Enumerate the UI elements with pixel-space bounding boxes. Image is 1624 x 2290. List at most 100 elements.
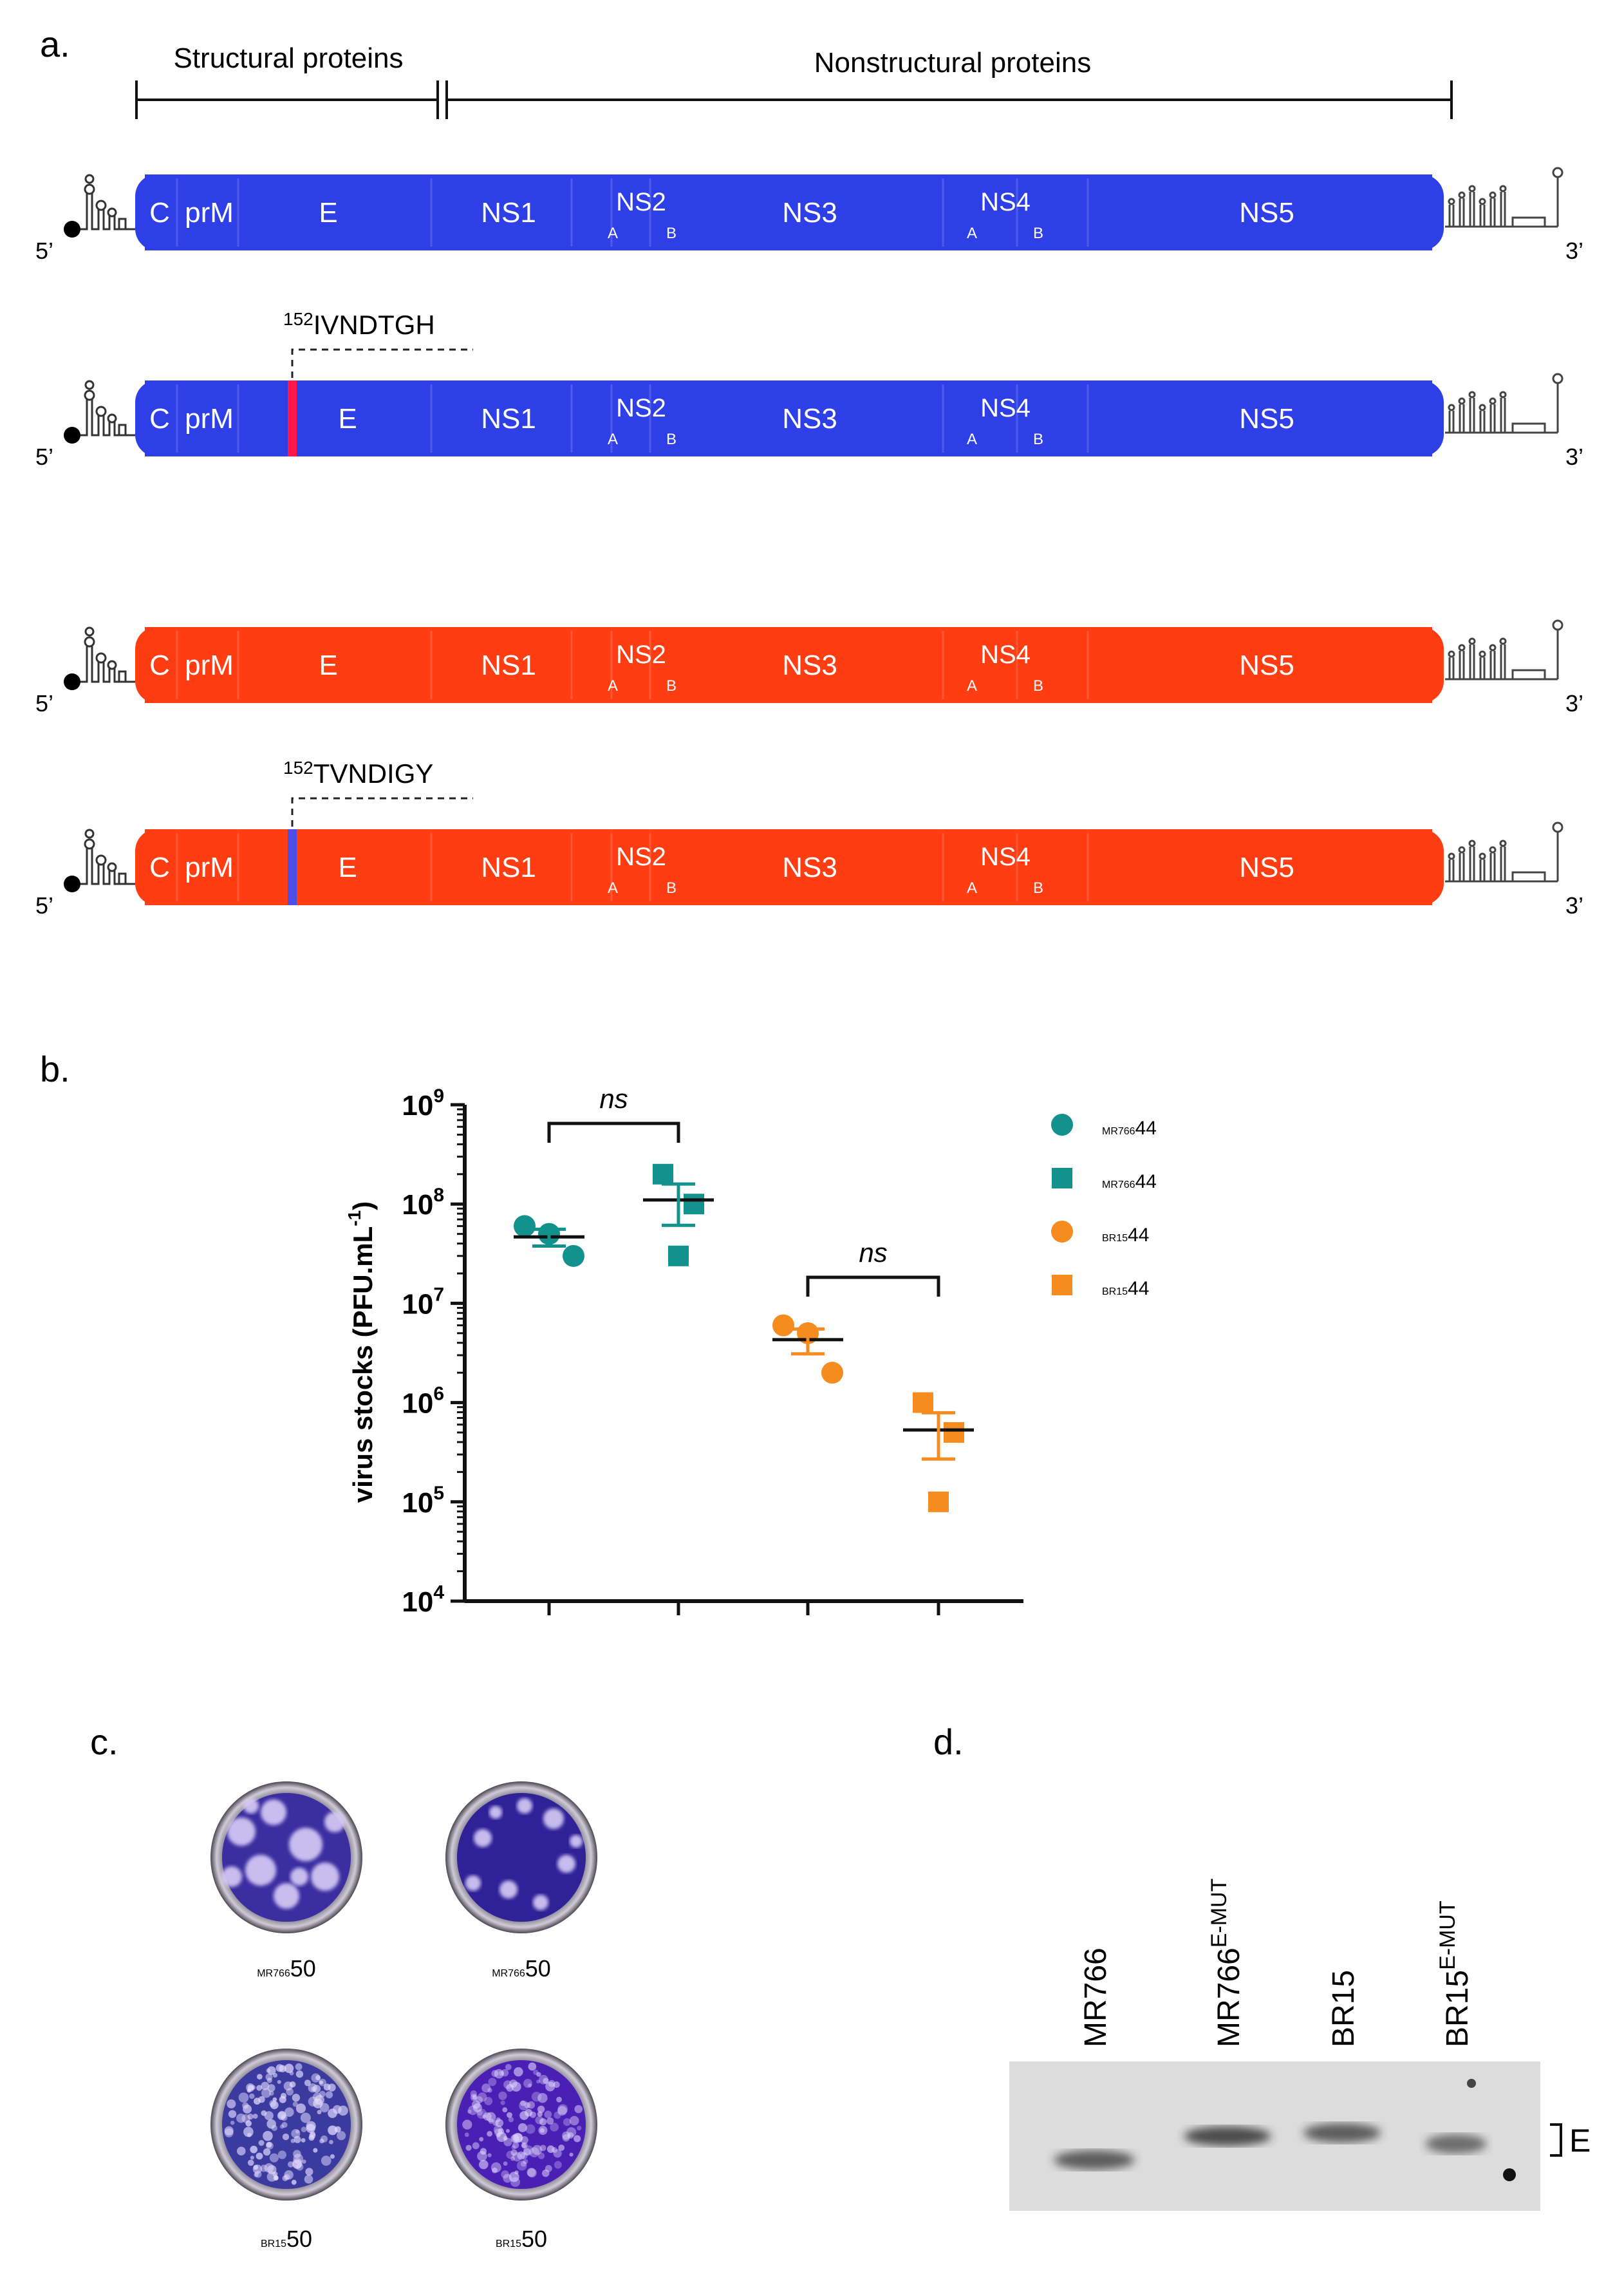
five-prime-cap-icon: [64, 221, 80, 238]
plaque-label: MR76650: [492, 1955, 551, 1982]
segment-label-ns2a: A: [608, 431, 618, 448]
segment-label-c: C: [149, 852, 170, 883]
panel-label-a: a.: [40, 24, 70, 64]
mutation-site-marker: [288, 380, 297, 456]
plaque: [569, 2116, 579, 2126]
plaque: [546, 2117, 554, 2125]
plaque: [576, 2125, 582, 2131]
plaque: [494, 2069, 504, 2079]
plaque: [247, 2132, 252, 2137]
data-point: [684, 1194, 704, 1215]
plaque: [500, 2100, 505, 2105]
plaque-dish-4: [445, 2049, 597, 2201]
plaque: [317, 2110, 322, 2115]
plaque: [527, 2168, 536, 2177]
plaque: [284, 2063, 294, 2074]
segment-label-c: C: [149, 403, 170, 435]
segment-label-ns2: NS2: [616, 188, 666, 216]
plaque: [279, 2065, 286, 2072]
segment-label-ns2a: A: [608, 225, 618, 242]
plaque: [272, 2097, 277, 2102]
plaque: [243, 2105, 252, 2114]
plaque: [256, 2152, 263, 2160]
segment-label-ns5: NS5: [1239, 197, 1294, 229]
plaque: [541, 2169, 550, 2177]
segment-label-ns4b: B: [1033, 225, 1043, 242]
plaque: [506, 2150, 515, 2159]
plaque-assay-panel: MR76650 MR76650 BR1550 BR1550: [210, 1781, 597, 2252]
plaque: [557, 2104, 568, 2115]
segment-label-ns3: NS3: [782, 403, 837, 435]
plaque: [521, 2142, 528, 2149]
plaque: [538, 2126, 548, 2135]
segment-label-prm: prM: [185, 650, 234, 681]
plaque: [292, 2158, 303, 2169]
segment-label-ns2b: B: [666, 225, 677, 242]
plaque: [495, 2119, 504, 2127]
plaque: [325, 2091, 333, 2099]
segment-label-ns4a: A: [967, 677, 977, 695]
plaque: [277, 2079, 281, 2084]
segment-label-ns4: NS4: [980, 843, 1031, 871]
three-prime-label: 3’: [1565, 892, 1583, 919]
three-prime-label: 3’: [1565, 690, 1583, 717]
plaque: [261, 2081, 270, 2090]
significance-bracket: [806, 1275, 940, 1297]
plaque: [545, 2081, 555, 2092]
blot-artifact-spot: [1503, 2168, 1516, 2181]
plaque: [224, 2126, 234, 2135]
plaque: [290, 2139, 295, 2143]
plaque: [263, 2130, 273, 2141]
plaque: [472, 2103, 482, 2112]
plaque: [261, 1799, 286, 1825]
plaque: [228, 2110, 237, 2118]
legend-label: BR1544: [1102, 1278, 1149, 1299]
plaque: [479, 2159, 489, 2170]
plaque: [550, 2123, 559, 2132]
segment-label-e: E: [319, 197, 337, 229]
plaque: [249, 2093, 255, 2099]
segment-label-ns3: NS3: [782, 650, 837, 681]
plaque: [525, 2124, 536, 2134]
plaque: [501, 2069, 509, 2077]
plaque: [557, 2106, 567, 2116]
plaque: [528, 2083, 532, 2088]
plaque: [289, 2070, 294, 2076]
plaque: [238, 2092, 249, 2103]
segment-label-ns1: NS1: [481, 403, 536, 435]
plaque: [499, 1881, 518, 1899]
plaque: [301, 2138, 306, 2143]
plaque-label: BR1550: [261, 2226, 312, 2252]
plaque: [535, 2116, 544, 2125]
plaque: [302, 2159, 306, 2164]
plaque: [292, 2101, 298, 2107]
significance-label: ns: [859, 1237, 887, 1268]
plaque: [520, 2161, 527, 2167]
plaque: [227, 2099, 236, 2108]
segment-label-prm: prM: [185, 197, 234, 229]
plaque: [527, 2168, 537, 2178]
plaque: [313, 2098, 323, 2108]
plaque: [268, 2090, 274, 2096]
plaque: [292, 2159, 302, 2169]
plaque: [277, 2111, 286, 2120]
plaque: [258, 2096, 265, 2103]
legend-marker: [1052, 1275, 1072, 1295]
plaque: [529, 2147, 539, 2157]
plaque: [267, 2084, 275, 2092]
plaque: [243, 1798, 259, 1814]
plaque: [256, 2085, 263, 2091]
plaque: [554, 2111, 561, 2119]
plaque: [261, 2088, 271, 2098]
plaque: [254, 2170, 262, 2178]
plaque: [282, 2175, 288, 2181]
plaque: [485, 2112, 496, 2123]
plaque: [517, 1798, 532, 1814]
plaque: [567, 2132, 574, 2139]
plaque: [252, 2114, 258, 2119]
segment-label-ns4: NS4: [980, 641, 1031, 669]
plaque: [498, 2091, 507, 2100]
y-tick-label: 107: [402, 1284, 444, 1320]
